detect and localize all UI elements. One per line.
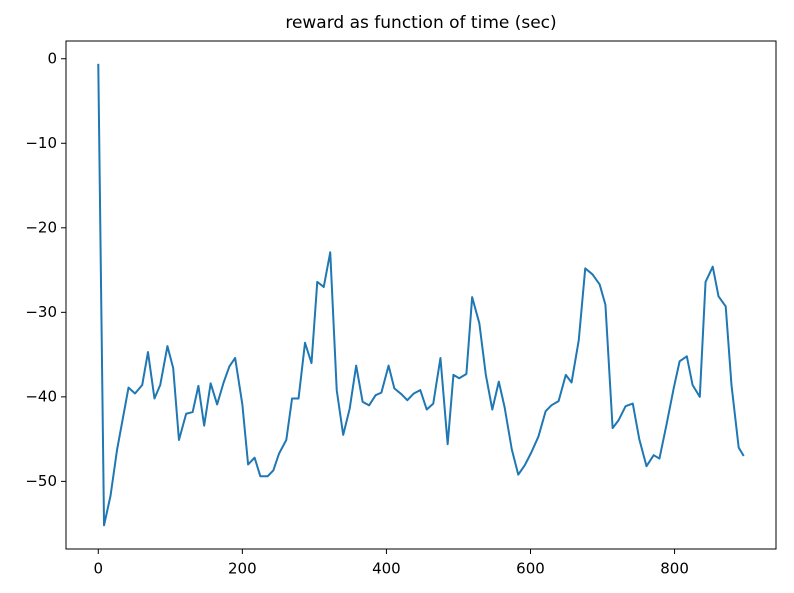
y-tick-label: 0 — [47, 49, 57, 67]
line-series — [97, 63, 745, 527]
x-tick-label: 200 — [228, 560, 257, 578]
x-tick-label: 400 — [372, 560, 401, 578]
y-tick-label: −30 — [25, 303, 57, 321]
y-tick-label: −50 — [25, 472, 57, 490]
x-tick-label: 0 — [93, 560, 103, 578]
y-tick-label: −10 — [25, 134, 57, 152]
plot-frame — [65, 40, 777, 550]
chart-title: reward as function of time (sec) — [285, 13, 556, 33]
x-tick-label: 600 — [516, 560, 545, 578]
y-tick-label: −40 — [25, 387, 57, 405]
y-tick-label: −20 — [25, 218, 57, 236]
x-tick-label: 800 — [660, 560, 689, 578]
